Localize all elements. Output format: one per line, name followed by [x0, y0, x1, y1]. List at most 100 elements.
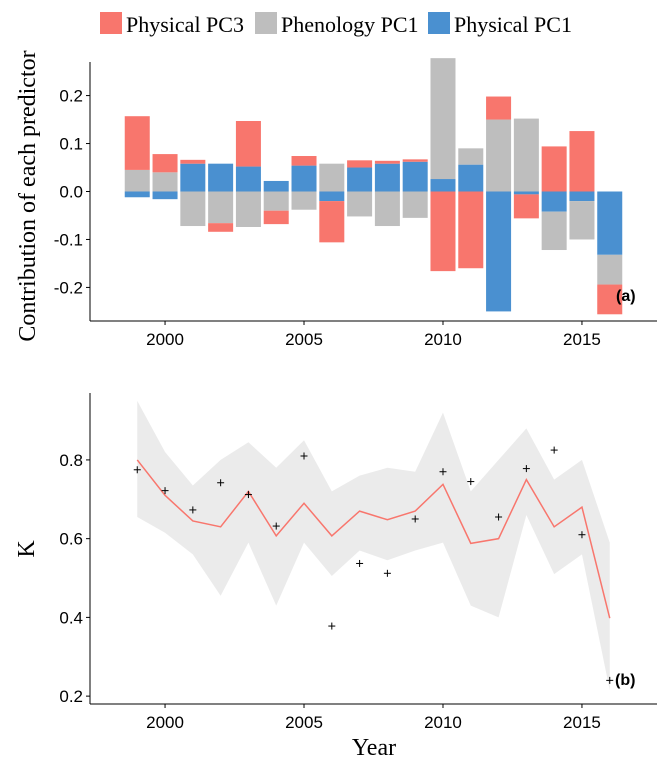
- bar-physical-pc1-2016: [597, 191, 623, 255]
- panel-b-confidence-band: [137, 400, 610, 691]
- bar-physical-pc1-2011: [458, 164, 484, 192]
- panel-a-y-axis-title: Contribution of each predictor: [15, 50, 41, 341]
- bar-physical-pc3-2011: [458, 191, 484, 269]
- bar-physical-pc1-2007: [347, 167, 373, 192]
- panel-a-y-tick-label: -0.2: [54, 278, 83, 297]
- observed-point-2000: [161, 487, 169, 495]
- bar-physical-pc3-2010: [430, 191, 456, 272]
- bar-physical-pc1-2003: [235, 166, 261, 192]
- bar-physical-pc1-2013: [513, 191, 539, 195]
- bar-phenology-pc1-2002: [208, 191, 234, 224]
- panel-b-x-tick-label: 2005: [285, 713, 323, 732]
- bar-phenology-pc1-1999: [124, 169, 150, 192]
- bar-physical-pc1-2000: [152, 191, 178, 200]
- legend-label-phenology-pc1: Phenology PC1: [281, 12, 419, 37]
- bar-phenology-pc1-2003: [235, 191, 261, 227]
- panel-b-x-axis-title: Year: [352, 735, 396, 761]
- panel-b-observed-points: [133, 446, 614, 684]
- bar-physical-pc1-2005: [291, 165, 317, 192]
- panel-b-label: (b): [615, 672, 635, 689]
- panel-b-x-tick-label: 2010: [424, 713, 462, 732]
- panel-a: 0.2 0.1 0.0 -0.1 -0.2 2000 2005 2010 2015 Contr…: [15, 50, 657, 349]
- bar-physical-pc1-2015: [569, 191, 595, 202]
- bar-physical-pc1-2002: [208, 163, 234, 192]
- legend-label-physical-pc1: Physical PC1: [454, 12, 572, 37]
- panel-a-y-tick-label: 0.1: [59, 135, 83, 154]
- observed-point-2002: [217, 479, 225, 487]
- bar-physical-pc1-2006: [319, 191, 345, 202]
- observed-point-2004: [272, 522, 280, 530]
- observed-point-2007: [356, 559, 364, 567]
- bar-physical-pc3-2000: [152, 154, 178, 173]
- observed-point-2015: [578, 531, 586, 539]
- bar-phenology-pc1-2004: [263, 191, 289, 211]
- observed-point-2012: [495, 513, 503, 521]
- panel-b-x-ticks: 2000 2005 2010 2015: [146, 704, 601, 732]
- bar-physical-pc1-2014: [541, 191, 567, 212]
- bar-physical-pc1-2010: [430, 179, 456, 192]
- bar-phenology-pc1-2007: [347, 191, 373, 217]
- bar-phenology-pc1-2001: [180, 191, 206, 227]
- observed-point-2009: [411, 515, 419, 523]
- bar-physical-pc1-2012: [486, 191, 512, 312]
- bar-physical-pc3-2016: [597, 284, 623, 315]
- observed-point-2010: [439, 468, 447, 476]
- bar-phenology-pc1-2016: [597, 254, 623, 285]
- legend-swatch-phenology-pc1: [255, 12, 277, 34]
- bar-phenology-pc1-2015: [569, 201, 595, 240]
- panel-a-y-tick-label: 0.2: [59, 87, 83, 106]
- panel-b-y-axis-title: K: [14, 540, 40, 558]
- legend-swatch-physical-pc1: [428, 12, 450, 34]
- observed-point-2014: [550, 446, 558, 454]
- bar-physical-pc3-2006: [319, 201, 345, 243]
- bar-phenology-pc1-2006: [319, 163, 345, 192]
- bar-physical-pc3-2008: [374, 160, 400, 164]
- bar-physical-pc3-2007: [347, 160, 373, 168]
- bar-physical-pc3-2002: [208, 223, 234, 232]
- panel-b-y-tick-label: 0.6: [59, 530, 83, 549]
- observed-point-2011: [467, 478, 475, 486]
- panel-b-y-tick-label: 0.8: [59, 451, 83, 470]
- bar-physical-pc3-2004: [263, 210, 289, 225]
- bar-physical-pc3-2005: [291, 156, 317, 166]
- bar-physical-pc3-2003: [235, 120, 261, 167]
- bar-physical-pc1-2008: [374, 163, 400, 192]
- bar-phenology-pc1-2010: [430, 58, 456, 180]
- panel-a-y-ticks: 0.2 0.1 0.0 -0.1 -0.2: [54, 87, 90, 297]
- observed-point-2005: [300, 452, 308, 460]
- observed-point-2003: [244, 491, 252, 499]
- observed-point-1999: [133, 466, 141, 474]
- panel-a-y-tick-label: 0.0: [59, 183, 83, 202]
- bar-physical-pc1-2001: [180, 163, 206, 192]
- panel-b-y-tick-label: 0.4: [59, 608, 83, 627]
- panel-b: 0.8 0.6 0.4 0.2 2000 2005 2010 2015 K Year (b): [14, 393, 657, 761]
- panel-b-y-tick-label: 0.2: [59, 687, 83, 706]
- bar-phenology-pc1-2012: [486, 119, 512, 192]
- bar-phenology-pc1-2008: [374, 191, 400, 227]
- bar-physical-pc1-2004: [263, 180, 289, 192]
- observed-point-2013: [522, 465, 530, 473]
- legend: Physical PC3 Phenology PC1 Physical PC1: [100, 12, 572, 37]
- panel-b-x-tick-label: 2000: [146, 713, 184, 732]
- bar-physical-pc1-1999: [124, 191, 150, 198]
- bar-physical-pc3-2001: [180, 159, 206, 164]
- observed-point-2001: [189, 506, 197, 514]
- observed-point-2006: [328, 622, 336, 630]
- observed-point-2016: [606, 676, 614, 684]
- bar-physical-pc1-2009: [402, 161, 428, 192]
- bar-physical-pc3-2009: [402, 159, 428, 162]
- bar-physical-pc3-2014: [541, 146, 567, 192]
- panel-a-x-tick-label: 2010: [424, 330, 462, 349]
- panel-a-x-tick-label: 2005: [285, 330, 323, 349]
- panel-a-label: (a): [616, 288, 636, 305]
- panel-a-y-tick-label: -0.1: [54, 230, 83, 249]
- panel-a-x-tick-label: 2000: [146, 330, 184, 349]
- bar-physical-pc3-1999: [124, 116, 150, 170]
- bar-phenology-pc1-2013: [513, 118, 539, 192]
- bar-phenology-pc1-2014: [541, 211, 567, 251]
- legend-label-physical-pc3: Physical PC3: [126, 12, 244, 37]
- panel-b-fitted-line: [136, 459, 611, 619]
- bar-phenology-pc1-2011: [458, 148, 484, 165]
- bar-phenology-pc1-2005: [291, 191, 317, 210]
